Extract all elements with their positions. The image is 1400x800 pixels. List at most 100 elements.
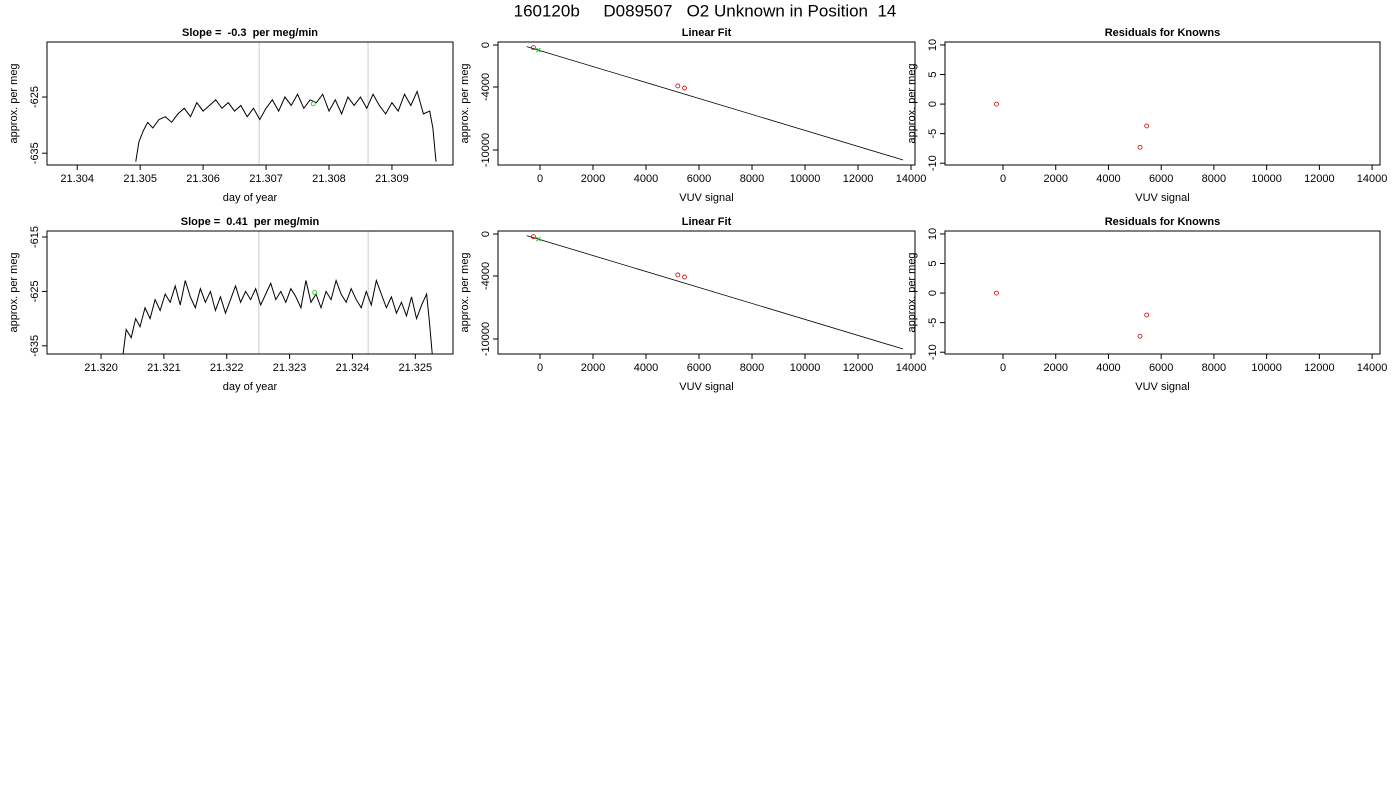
y-tick-label: -10 bbox=[927, 344, 939, 360]
x-axis-label: VUV signal bbox=[679, 381, 733, 393]
x-tick-label: 14000 bbox=[1357, 173, 1388, 185]
panel: Linear Fit VUV signal approx. per meg 0 2000… bbox=[459, 27, 926, 204]
panel-title: Linear Fit bbox=[682, 27, 732, 39]
y-tick-label: -5 bbox=[927, 129, 939, 139]
panel: Slope = 0.41 per meg/min day of year appro… bbox=[8, 216, 454, 393]
plot-frame bbox=[46, 230, 454, 355]
panel: Linear Fit VUV signal approx. per meg 0 2000… bbox=[459, 216, 926, 393]
y-axis-label: approx. per meg bbox=[459, 63, 471, 143]
x-axis-label: VUV signal bbox=[1135, 381, 1189, 393]
point bbox=[530, 45, 536, 51]
plot-area bbox=[135, 42, 437, 165]
x-tick-label: 8000 bbox=[1202, 173, 1226, 185]
x-tick-label: 10000 bbox=[790, 173, 821, 185]
plot-frame bbox=[497, 230, 916, 355]
y-axis-label: approx. per meg bbox=[8, 252, 20, 332]
x-tick-label: 21.324 bbox=[336, 362, 370, 374]
plot-area bbox=[994, 290, 1150, 339]
y-tick-label: 10 bbox=[927, 228, 939, 240]
x-tick-label: 2000 bbox=[581, 362, 605, 374]
y-tick-label: -10000 bbox=[480, 322, 492, 356]
panel: Slope = -0.3 per meg/min day of year appro… bbox=[8, 27, 454, 204]
fit-line bbox=[526, 46, 904, 161]
x-tick-label: 2000 bbox=[1043, 173, 1067, 185]
y-tick-label: -625 bbox=[29, 86, 41, 108]
unknown-point bbox=[536, 47, 541, 53]
data-line bbox=[122, 278, 433, 354]
x-tick-label: 4000 bbox=[634, 362, 658, 374]
plot-area bbox=[526, 45, 904, 161]
x-tick-label: 4000 bbox=[634, 173, 658, 185]
y-tick-label: -10000 bbox=[480, 133, 492, 167]
y-tick-label: 0 bbox=[927, 101, 939, 107]
x-tick-label: 21.307 bbox=[249, 173, 283, 185]
panel-title: Residuals for Knowns bbox=[1105, 216, 1221, 228]
point bbox=[675, 83, 681, 89]
x-tick-label: 21.321 bbox=[147, 362, 181, 374]
y-tick-label: -4000 bbox=[480, 262, 492, 290]
panel-title: Linear Fit bbox=[682, 216, 732, 228]
point bbox=[1144, 123, 1150, 129]
page-title: 160120b D089507 O2 Unknown in Position 1… bbox=[514, 1, 897, 20]
x-tick-label: 12000 bbox=[1304, 362, 1335, 374]
x-tick-label: 21.323 bbox=[273, 362, 307, 374]
x-tick-label: 14000 bbox=[1357, 362, 1388, 374]
x-tick-label: 12000 bbox=[843, 173, 874, 185]
point bbox=[310, 101, 316, 107]
x-tick-label: 8000 bbox=[1202, 362, 1226, 374]
y-tick-label: -625 bbox=[29, 280, 41, 302]
y-tick-label: 0 bbox=[480, 42, 492, 48]
x-tick-label: 6000 bbox=[1149, 173, 1173, 185]
plot-area bbox=[526, 234, 904, 350]
x-tick-label: 0 bbox=[1000, 173, 1006, 185]
x-axis-label: day of year bbox=[223, 381, 278, 393]
x-tick-label: 0 bbox=[537, 362, 543, 374]
y-tick-label: -10 bbox=[927, 155, 939, 171]
x-tick-label: 21.325 bbox=[398, 362, 432, 374]
point bbox=[682, 274, 687, 280]
x-tick-label: 6000 bbox=[1149, 362, 1173, 374]
fit-line bbox=[526, 235, 904, 350]
y-tick-label: -4000 bbox=[480, 73, 492, 101]
y-tick-label: 5 bbox=[927, 260, 939, 266]
plot-frame bbox=[944, 41, 1381, 166]
x-tick-label: 21.309 bbox=[375, 173, 409, 185]
point bbox=[312, 290, 318, 295]
y-tick-label: 10 bbox=[927, 39, 939, 51]
y-axis-label: approx. per meg bbox=[459, 252, 471, 332]
plot-frame bbox=[46, 41, 454, 166]
point bbox=[682, 85, 687, 91]
x-tick-label: 21.306 bbox=[186, 173, 220, 185]
x-tick-label: 14000 bbox=[896, 362, 927, 374]
y-axis-label: approx. per meg bbox=[906, 252, 918, 332]
plot-area bbox=[994, 101, 1150, 150]
y-axis-label: approx. per meg bbox=[8, 63, 20, 143]
x-tick-label: 2000 bbox=[581, 173, 605, 185]
data-line bbox=[135, 89, 437, 162]
x-tick-label: 0 bbox=[1000, 362, 1006, 374]
y-tick-label: 0 bbox=[927, 290, 939, 296]
x-tick-label: 10000 bbox=[1251, 362, 1282, 374]
y-tick-label: -635 bbox=[29, 142, 41, 164]
x-tick-label: 4000 bbox=[1096, 173, 1120, 185]
x-tick-label: 21.308 bbox=[312, 173, 346, 185]
x-axis-label: VUV signal bbox=[679, 192, 733, 204]
x-tick-label: 21.322 bbox=[210, 362, 244, 374]
point bbox=[1137, 333, 1143, 339]
panel-title: Slope = 0.41 per meg/min bbox=[181, 216, 320, 228]
x-tick-label: 8000 bbox=[740, 362, 764, 374]
x-tick-label: 6000 bbox=[687, 173, 711, 185]
x-tick-label: 21.320 bbox=[84, 362, 118, 374]
panel-title: Slope = -0.3 per meg/min bbox=[182, 27, 318, 39]
y-tick-label: -635 bbox=[29, 335, 41, 357]
plot-area bbox=[122, 231, 433, 354]
plot-frame bbox=[497, 41, 916, 166]
x-tick-label: 14000 bbox=[896, 173, 927, 185]
plot-frame bbox=[944, 230, 1381, 355]
point bbox=[994, 290, 999, 296]
x-tick-label: 21.305 bbox=[123, 173, 157, 185]
point bbox=[530, 234, 536, 240]
y-tick-label: 5 bbox=[927, 71, 939, 77]
x-tick-label: 12000 bbox=[843, 362, 874, 374]
x-tick-label: 6000 bbox=[687, 362, 711, 374]
